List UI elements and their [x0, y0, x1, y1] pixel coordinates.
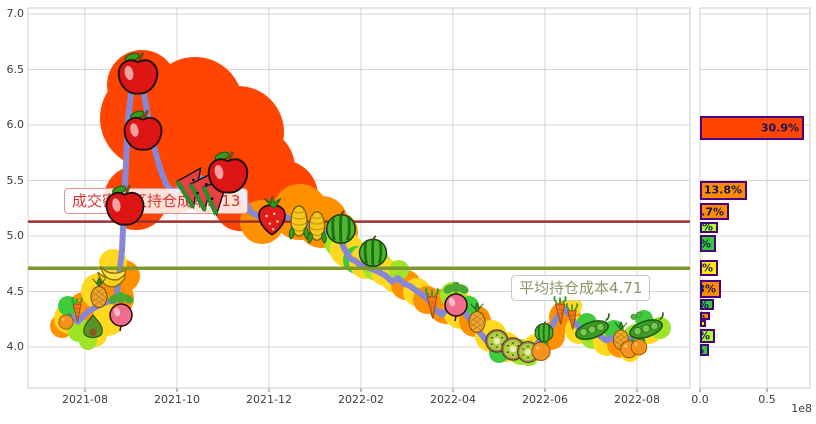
volume-bar: 8.7%: [700, 203, 729, 221]
fruit-wmround-icon: [325, 209, 357, 245]
x-tick-label: 2021-08: [62, 393, 108, 406]
volume-bar-label: 2.9%: [700, 309, 705, 322]
price-line: [59, 73, 663, 357]
volume-bar: 6.3%: [700, 280, 721, 299]
fruit-radish-icon: [441, 282, 471, 322]
x-tick-label: 2021-12: [246, 393, 292, 406]
volume-bar: 5.3%: [700, 260, 718, 277]
volume-bar-label: 1.9%: [700, 317, 701, 330]
fruit-apple-icon: [117, 50, 159, 96]
fruit-peas-icon: [572, 312, 612, 344]
fruit-corn-icon: [288, 205, 310, 240]
fruit-apple-icon: [105, 183, 145, 227]
hist-x-tick-label: 0.0: [691, 393, 709, 406]
fruit-berries-icon: [630, 311, 642, 320]
volume-bar-label: 30.9%: [760, 121, 799, 135]
fruit-wmround-icon: [534, 320, 554, 343]
volume-histogram-panel: 30.9% 13.8% 8.7%5.4% 4.6% 5.3% 6.3% 4.1%2.9%1.…: [700, 8, 810, 388]
fruit-corn-icon: [307, 211, 327, 244]
volume-bar-label: 6.3%: [700, 282, 716, 296]
x-tick-label: 2022-04: [430, 393, 476, 406]
x-tick-label: 2021-10: [154, 393, 200, 406]
volume-bar-label: 4.6%: [700, 237, 711, 251]
fruit-avocado-icon: [83, 314, 103, 339]
fruit-carrot-icon: [424, 288, 440, 320]
fruit-carrot-icon: [565, 303, 579, 331]
volume-bar-label: 5.3%: [700, 261, 713, 275]
y-tick-label: 6.0: [6, 118, 25, 131]
y-tick-label: 5.5: [6, 173, 25, 187]
y-tick-label: 4.5: [6, 284, 25, 298]
volume-bar: 13.8%: [700, 180, 747, 200]
x-tick-label: 2022-06: [522, 393, 568, 406]
volume-bar: 2.6%: [700, 344, 709, 357]
volume-bar: 4.3%: [700, 328, 715, 343]
avg-cost-label: 平均持仓成本4.71: [511, 275, 651, 301]
fruit-orange-icon: [58, 312, 74, 330]
volume-bar: 4.1%: [700, 298, 714, 311]
volume-bar-label: 13.8%: [703, 183, 742, 197]
fruit-pineapple-icon: [468, 302, 486, 333]
volume-bar-label: 4.1%: [700, 298, 709, 311]
hist-axis-unit: 1e8: [791, 402, 812, 415]
y-tick-label: 5.0: [6, 229, 25, 242]
fruit-apple-icon: [123, 108, 163, 152]
fruit-banana-icon: [97, 265, 127, 288]
fruit-orange-icon: [531, 338, 551, 361]
avg-cost-label-text: 平均持仓成本4.71: [519, 279, 643, 297]
fruit-apple-icon: [207, 149, 249, 195]
hist-x-tick-label: 0.5: [758, 393, 776, 406]
x-tick-label: 2022-08: [614, 393, 660, 406]
volume-bar-label: 8.7%: [700, 205, 724, 219]
fruit-carrot-icon: [553, 296, 567, 326]
volume-bar: 30.9%: [700, 116, 804, 141]
volume-bar: 4.6%: [700, 235, 716, 253]
y-tick-label: 6.5: [6, 62, 25, 76]
volume-bar-label: 5.4%: [700, 220, 713, 234]
y-tick-label: 4.0: [6, 340, 25, 353]
fruit-strawberry-icon: [258, 195, 286, 236]
fruit-carrot-icon: [71, 297, 83, 323]
volume-bar-label: 2.6%: [700, 344, 704, 357]
volume-bar: 1.9%: [700, 317, 706, 330]
volume-bar: 2.9%: [700, 309, 710, 322]
fruit-wmround-icon: [358, 234, 388, 268]
y-tick-label: 7.0: [6, 7, 25, 20]
volume-bar-label: 4.3%: [700, 329, 710, 343]
fruit-radish-icon: [106, 292, 136, 332]
x-tick-label: 2022-02: [338, 393, 384, 406]
volume-bar: 5.4%: [700, 220, 718, 234]
